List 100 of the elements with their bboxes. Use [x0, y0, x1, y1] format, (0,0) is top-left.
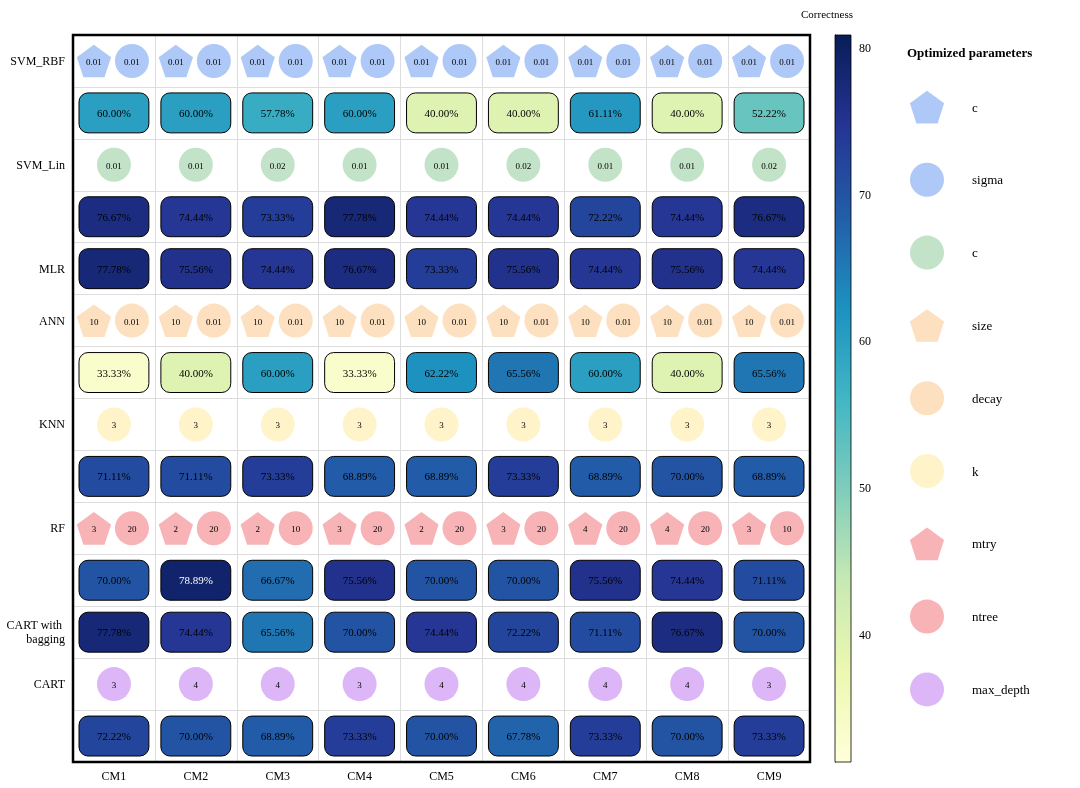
data-label: 70.00% — [506, 574, 541, 587]
y-tick-label: SVM_Lin — [16, 157, 65, 172]
data-label: 67.78% — [506, 730, 541, 743]
data-label: 76.67% — [96, 210, 131, 223]
text: 4 — [684, 680, 690, 691]
data-label: 73.33% — [260, 210, 295, 223]
text: 10 0.01 — [253, 316, 304, 327]
text: 3 — [111, 680, 117, 691]
text: 3 10 — [746, 524, 792, 535]
data-label: 40.00% — [178, 366, 213, 379]
data-label: 73.33% — [260, 470, 295, 483]
data-label: 71.11% — [179, 470, 213, 483]
text: 3 — [439, 420, 444, 431]
data-label: 57.78% — [260, 106, 295, 119]
y-tick-label: KNN — [39, 417, 66, 432]
data-label: 74.44% — [506, 210, 541, 223]
text: 0.01 0.01 — [495, 56, 550, 67]
text: 0.01 — [433, 160, 450, 171]
data-label: 75.56% — [178, 262, 213, 275]
text: 3 — [766, 680, 772, 691]
text: 3 — [193, 420, 199, 431]
data-label: 70.00% — [96, 574, 131, 587]
data-label: 74.44% — [424, 210, 459, 223]
text: 10 0.01 — [417, 316, 468, 327]
data-label: 71.11% — [588, 626, 623, 639]
data-label: 60.00% — [260, 366, 295, 379]
y-tick-label: ANN — [39, 313, 66, 328]
text: 10 0.01 — [580, 316, 632, 327]
data-label: 74.44% — [670, 210, 705, 223]
text: 0.02 — [515, 160, 532, 171]
text: 10 0.01 — [171, 316, 222, 327]
data-label: 60.00% — [588, 366, 623, 379]
text: 4 20 — [583, 524, 628, 535]
text: 4 — [275, 680, 280, 691]
data-label: 52.22% — [752, 106, 787, 119]
text: max_depth — [972, 681, 1031, 697]
data-label: 73.33% — [506, 470, 541, 483]
data-label: 71.11% — [752, 574, 786, 587]
data-label: 70.00% — [342, 626, 377, 639]
text: 2 20 — [419, 524, 464, 535]
y-tick-label: SVM_RBF — [10, 53, 66, 68]
text: 0.01 0.01 — [659, 56, 714, 67]
color-bar-label: 50 — [859, 481, 871, 496]
data-label: 70.00% — [670, 470, 705, 483]
data-label: 66.67% — [260, 574, 295, 587]
data-label: 70.00% — [178, 730, 213, 743]
text: 0.01 0.01 — [741, 56, 795, 67]
text: k — [972, 463, 979, 479]
text: 3 — [357, 420, 362, 431]
data-label: 74.44% — [424, 626, 459, 639]
data-label: 68.89% — [424, 470, 459, 483]
data-label: 40.00% — [670, 106, 705, 119]
x-tick-label: CM7 — [592, 769, 618, 783]
data-label: 73.33% — [752, 730, 787, 743]
data-label: 71.11% — [97, 470, 131, 483]
text: 3 — [111, 420, 117, 431]
data-label: 74.44% — [752, 262, 787, 275]
text: 0.01 — [351, 160, 368, 171]
data-label: 40.00% — [506, 106, 541, 119]
data-label: 73.33% — [424, 262, 459, 275]
text: sigma — [972, 172, 1004, 188]
data-label: 76.67% — [670, 626, 705, 639]
text: size — [972, 317, 993, 333]
data-label: 73.33% — [342, 730, 377, 743]
x-tick-label: CM2 — [183, 769, 209, 783]
x-tick-label: CM3 — [265, 769, 291, 783]
data-label: 72.22% — [96, 730, 131, 743]
color-bar-label: 40 — [859, 627, 871, 642]
data-label: 70.00% — [752, 626, 787, 639]
data-label: 78.89% — [178, 574, 213, 587]
data-label: 70.00% — [424, 730, 459, 743]
text: 2 10 — [255, 524, 301, 535]
text: c — [972, 99, 978, 115]
text: 0.02 — [269, 160, 286, 171]
text: 4 — [521, 680, 526, 691]
text: 0.01 0.01 — [413, 56, 468, 67]
text: 10 0.01 — [498, 316, 550, 327]
data-label: 68.89% — [588, 470, 623, 483]
data-label: 72.22% — [506, 626, 541, 639]
data-label: 33.33% — [96, 366, 131, 379]
text: 4 20 — [664, 524, 710, 535]
data-label: 76.67% — [342, 262, 377, 275]
x-tick-label: CM6 — [511, 769, 536, 783]
text: 10 0.01 — [744, 316, 795, 327]
data-label: 77.78% — [96, 262, 131, 275]
text: 0.01 — [106, 160, 122, 171]
color-bar-label: 70 — [859, 187, 871, 202]
y-tick-label: CART — [33, 677, 66, 692]
text: ntree — [972, 609, 999, 625]
y-tick-label: RF — [50, 521, 66, 536]
x-tick-label: CM8 — [674, 769, 700, 783]
text: 0.01 0.01 — [167, 56, 222, 67]
data-label: 40.00% — [670, 366, 705, 379]
text: 3 — [684, 420, 690, 431]
data-label: 77.78% — [342, 210, 377, 223]
data-label: 70.00% — [670, 730, 705, 743]
data-label: 68.89% — [260, 730, 295, 743]
text: 10 0.01 — [662, 316, 714, 327]
text: 3 — [521, 420, 526, 431]
data-label: 75.56% — [506, 262, 541, 275]
